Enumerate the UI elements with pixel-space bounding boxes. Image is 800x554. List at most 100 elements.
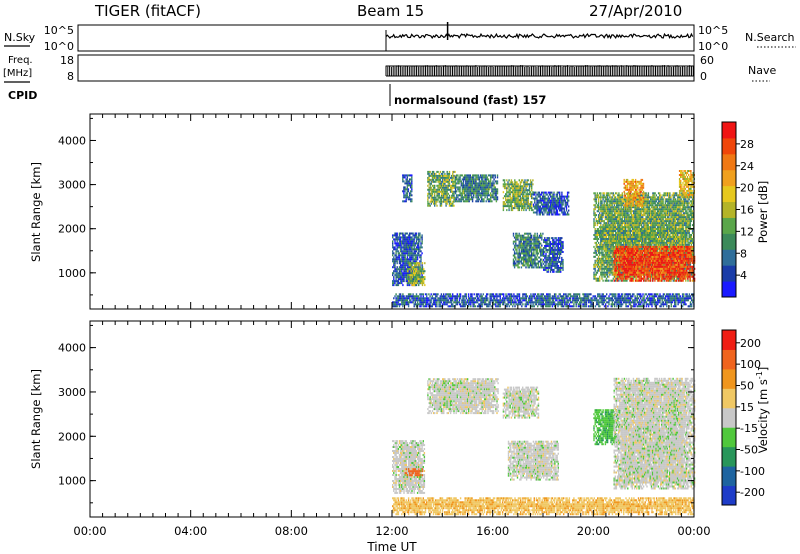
heatmap-cell	[490, 305, 492, 308]
heatmap-cell	[671, 301, 674, 304]
heatmap-cell	[404, 301, 406, 304]
heatmap-cell	[459, 190, 461, 193]
heatmap-cell	[401, 252, 403, 255]
heatmap-cell	[519, 205, 522, 208]
heatmap-cell	[543, 299, 546, 302]
heatmap-cell	[392, 282, 394, 285]
heatmap-cell	[427, 202, 429, 205]
heatmap-cell	[558, 301, 560, 304]
heatmap-cell	[487, 305, 489, 308]
heatmap-cell	[593, 265, 595, 268]
heatmap-cell	[692, 295, 694, 298]
heatmap-cell	[514, 207, 516, 210]
heatmap-cell	[596, 232, 599, 234]
heatmap-cell	[568, 299, 571, 302]
heatmap-cell	[417, 272, 419, 275]
heatmap-cell	[488, 305, 490, 308]
heatmap-cell	[522, 295, 524, 298]
heatmap-cell	[432, 303, 435, 306]
heatmap-cell	[512, 187, 515, 190]
heatmap-cell	[677, 301, 679, 304]
heatmap-cell	[564, 301, 566, 304]
heatmap-cell	[413, 238, 415, 241]
heatmap-cell	[416, 297, 419, 300]
heatmap-cell	[581, 299, 583, 302]
heatmap-cell	[427, 176, 429, 179]
heatmap-cell	[515, 295, 517, 298]
heatmap-cell	[539, 213, 542, 216]
heatmap-cell	[489, 301, 491, 304]
heatmap-cell	[411, 190, 413, 193]
heatmap-cell	[418, 234, 420, 237]
heatmap-cell	[604, 299, 607, 302]
heatmap-cell	[581, 301, 583, 304]
heatmap-cell	[403, 252, 405, 255]
heatmap-cell	[517, 260, 519, 263]
heatmap-cell	[416, 258, 419, 261]
heatmap-cell	[683, 303, 685, 306]
heatmap-cell	[449, 305, 452, 308]
heatmap-cell	[610, 200, 612, 203]
heatmap-cell	[496, 305, 498, 308]
heatmap-cell	[476, 176, 478, 179]
heatmap-cell	[403, 264, 405, 267]
heatmap-cell	[636, 295, 638, 298]
heatmap-cell	[414, 234, 416, 237]
heatmap-cell	[553, 245, 555, 247]
heatmap-cell	[405, 178, 407, 181]
heatmap-cell	[549, 203, 552, 206]
heatmap-cell	[538, 234, 541, 237]
heatmap-cell	[397, 280, 400, 283]
heatmap-cell	[412, 276, 415, 279]
heatmap-cell	[419, 280, 421, 283]
heatmap-cell	[650, 299, 652, 302]
heatmap-cell	[562, 262, 564, 265]
heatmap-cell	[521, 297, 523, 300]
heatmap-cell	[486, 198, 488, 201]
heatmap-cell	[508, 293, 510, 296]
heatmap-cell	[412, 260, 414, 263]
heatmap-cell	[676, 299, 678, 302]
heatmap-cell	[602, 198, 604, 201]
heatmap-cell	[595, 297, 598, 300]
heatmap-cell	[403, 248, 405, 251]
heatmap-cell	[553, 239, 555, 242]
heatmap-cell	[553, 211, 555, 214]
heatmap-cell	[634, 305, 636, 308]
heatmap-cell	[447, 174, 449, 177]
heatmap-cell	[434, 176, 436, 179]
heatmap-cell	[501, 293, 504, 296]
heatmap-cell	[555, 258, 557, 261]
heatmap-cell	[405, 278, 407, 281]
heatmap-cell	[597, 200, 600, 203]
heatmap-cell	[516, 191, 518, 194]
heatmap-cell	[526, 303, 529, 306]
heatmap-cell	[398, 252, 401, 255]
heatmap-cell	[554, 260, 556, 263]
heatmap-cell	[416, 303, 419, 306]
heatmap-cell	[479, 299, 481, 302]
heatmap-cell	[401, 295, 403, 298]
heatmap-cell	[601, 218, 603, 221]
heatmap-cell	[479, 180, 482, 183]
heatmap-cell	[603, 196, 605, 199]
heatmap-cell	[429, 188, 431, 191]
heatmap-cell	[412, 254, 414, 257]
heatmap-cell	[550, 264, 553, 267]
heatmap-cell	[466, 190, 468, 193]
heatmap-cell	[487, 190, 490, 193]
heatmap-cell	[512, 197, 515, 200]
heatmap-cell	[560, 264, 562, 267]
heatmap-cell	[620, 301, 623, 304]
heatmap-cell	[546, 193, 548, 196]
heatmap-cell	[603, 204, 605, 207]
heatmap-cell	[450, 295, 453, 298]
heatmap-cell	[611, 212, 613, 215]
heatmap-cell	[402, 190, 404, 193]
heatmap-cell	[543, 195, 545, 198]
heatmap-cell	[430, 202, 432, 205]
heatmap-cell	[473, 303, 475, 306]
heatmap-cell	[544, 266, 546, 269]
heatmap-cell	[566, 297, 568, 300]
heatmap-cell	[530, 293, 532, 296]
